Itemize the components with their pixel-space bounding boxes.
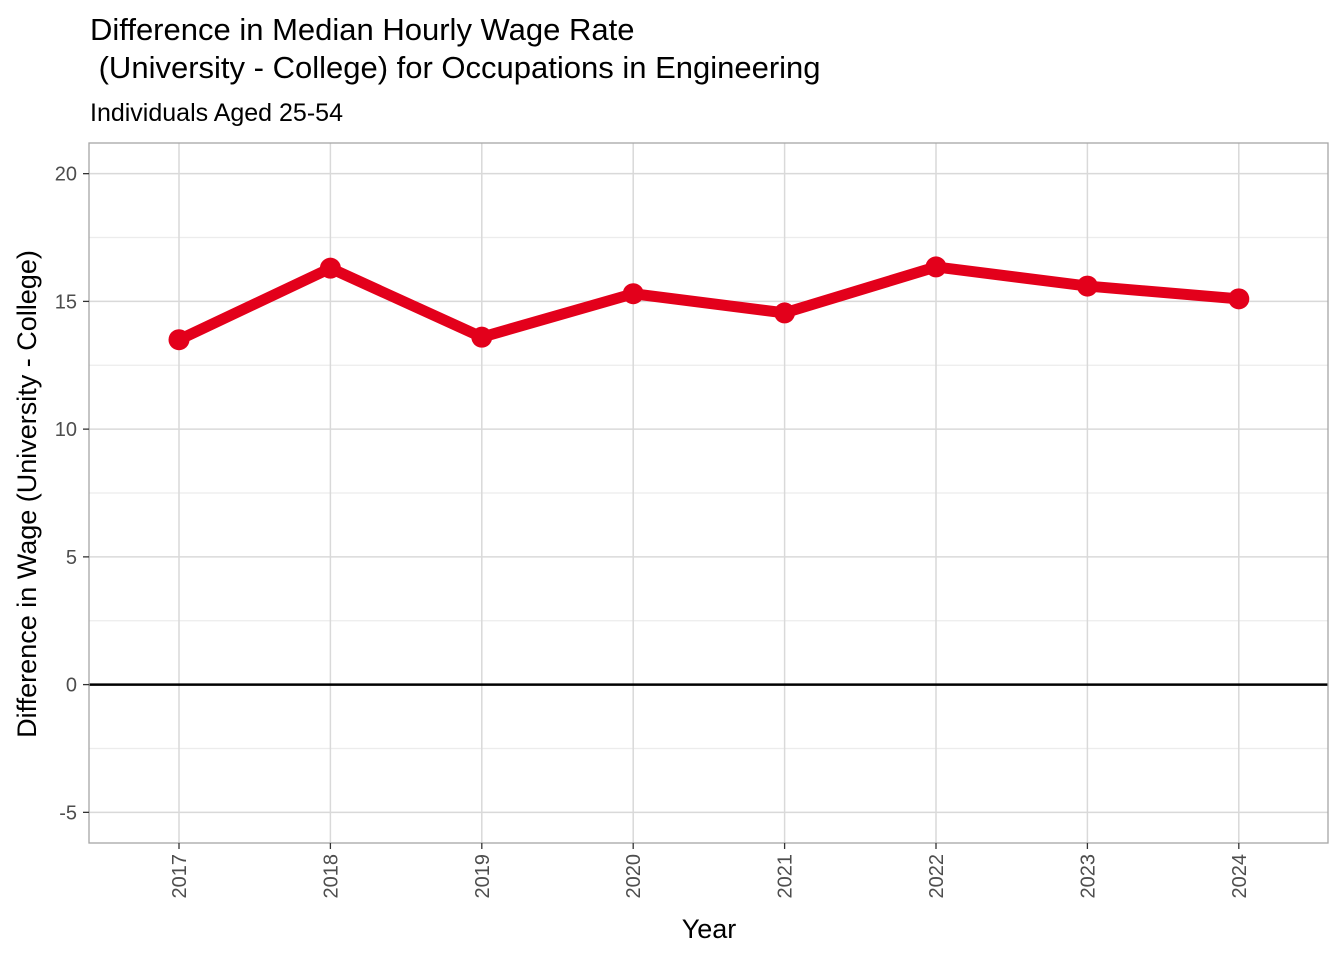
data-point-2018 <box>319 257 341 279</box>
x-tick-label: 2018 <box>320 854 342 899</box>
x-tick-label: 2022 <box>926 854 948 899</box>
series-line <box>173 261 1245 346</box>
chart-title-line-1: Difference in Median Hourly Wage Rate <box>90 12 634 47</box>
y-axis-title: Difference in Wage (University - College… <box>12 250 42 738</box>
y-tick-label: 0 <box>66 675 77 697</box>
data-point-2023 <box>1076 275 1098 297</box>
x-tick-label: 2020 <box>623 854 645 899</box>
data-point-2024 <box>1228 288 1250 310</box>
x-tick-label: 2017 <box>169 854 191 899</box>
series-layer <box>168 256 1250 351</box>
panel-border <box>88 142 1329 844</box>
x-tick-label: 2023 <box>1077 854 1099 899</box>
x-tick-label: 2021 <box>775 854 797 899</box>
grid-layer <box>89 143 1328 843</box>
chart-subtitle: Individuals Aged 25-54 <box>90 99 343 127</box>
y-axis: -5 0 5 10 15 20 <box>55 164 89 824</box>
y-tick-label: 10 <box>55 419 77 441</box>
y-tick-label: 15 <box>55 291 77 313</box>
y-tick-label: 20 <box>55 164 77 186</box>
x-axis: 2017 2018 2019 2020 2021 2022 2023 2024 <box>169 843 1251 899</box>
data-point-2020 <box>622 283 644 305</box>
x-axis-title: Year <box>682 914 737 944</box>
chart-title-line-2: (University - College) for Occupations i… <box>90 50 821 85</box>
x-tick-label: 2019 <box>472 854 494 899</box>
data-point-2017 <box>168 329 190 351</box>
y-tick-label: 5 <box>66 547 77 569</box>
y-tick-label: -5 <box>59 802 77 824</box>
data-point-2019 <box>471 326 493 348</box>
data-point-2021 <box>774 302 796 324</box>
x-tick-label: 2024 <box>1229 854 1251 899</box>
data-point-2022 <box>925 256 947 278</box>
